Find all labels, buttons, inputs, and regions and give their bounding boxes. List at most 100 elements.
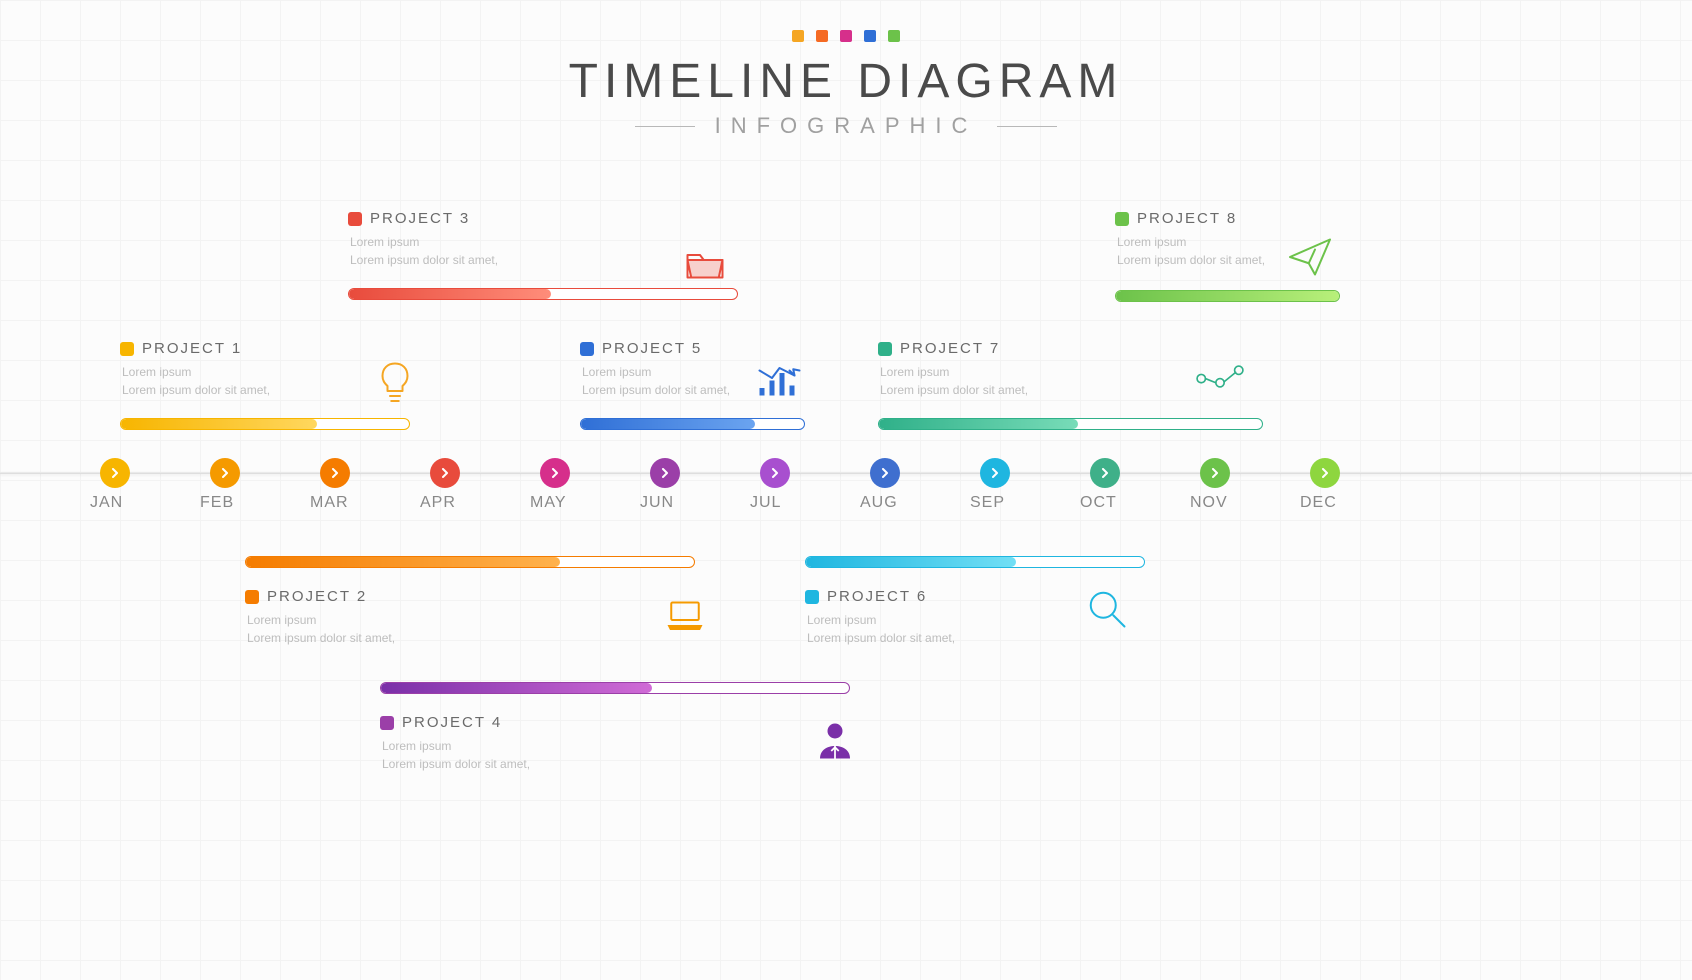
subtitle-text: INFOGRAPHIC [715,113,978,139]
month-label: OCT [1080,494,1117,512]
gantt-bar-fill [879,419,1078,429]
header-swatch [864,30,876,42]
project-subtext: Lorem ipsum [350,233,498,251]
month-label: JUL [750,494,781,512]
subtitle-row: INFOGRAPHIC [0,113,1692,139]
project-label-block: PROJECT 6 Lorem ipsum Lorem ipsum dolor … [805,588,955,647]
project-subtext: Lorem ipsum [382,737,530,755]
gantt-bar [120,418,410,430]
gantt-bar [878,418,1263,430]
month-dot [100,458,130,488]
project-title: PROJECT 1 [142,340,242,357]
bulb-icon [370,356,420,406]
project-subtext: Lorem ipsum dolor sit amet, [350,251,498,269]
month-label: AUG [860,494,898,512]
month-dot [980,458,1010,488]
chevron-right-icon [330,468,340,478]
folder-icon [680,240,730,290]
project-header: PROJECT 3 [348,210,498,227]
month-dot [1200,458,1230,488]
project-title: PROJECT 3 [370,210,470,227]
project-subtext: Lorem ipsum [807,611,955,629]
month-marker: JUN [650,458,680,488]
chevron-right-icon [440,468,450,478]
gantt-bar-fill [806,557,1016,567]
project-header: PROJECT 6 [805,588,955,605]
project-header: PROJECT 7 [878,340,1028,357]
month-marker: APR [430,458,460,488]
project-header: PROJECT 1 [120,340,270,357]
header: TIMELINE DIAGRAM INFOGRAPHIC [0,30,1692,139]
chevron-right-icon [1210,468,1220,478]
month-marker: MAY [540,458,570,488]
header-swatch [888,30,900,42]
paperplane-icon [1285,232,1335,282]
month-dot [210,458,240,488]
project-title: PROJECT 7 [900,340,1000,357]
month-dot [870,458,900,488]
project-color-swatch [348,212,362,226]
month-dot [430,458,460,488]
project-color-swatch [580,342,594,356]
month-label: JUN [640,494,674,512]
gantt-bar [580,418,805,430]
project-label-block: PROJECT 2 Lorem ipsum Lorem ipsum dolor … [245,588,395,647]
project-subtext: Lorem ipsum dolor sit amet, [582,381,730,399]
month-dot [650,458,680,488]
chevron-right-icon [110,468,120,478]
gantt-bar-fill [581,419,755,429]
month-label: FEB [200,494,234,512]
month-marker: OCT [1090,458,1120,488]
project-subtext: Lorem ipsum [880,363,1028,381]
project-label-block: PROJECT 5 Lorem ipsum Lorem ipsum dolor … [580,340,730,399]
project-subtext: Lorem ipsum dolor sit amet, [247,629,395,647]
project-title: PROJECT 5 [602,340,702,357]
header-swatch [816,30,828,42]
project-subtext: Lorem ipsum [247,611,395,629]
project-color-swatch [805,590,819,604]
project-title: PROJECT 8 [1137,210,1237,227]
chevron-right-icon [1320,468,1330,478]
project-title: PROJECT 4 [402,714,502,731]
project-label-block: PROJECT 3 Lorem ipsum Lorem ipsum dolor … [348,210,498,269]
chevron-right-icon [550,468,560,478]
laptop-icon [660,590,710,640]
subtitle-rule-right [997,126,1057,127]
month-label: MAY [530,494,566,512]
month-marker: NOV [1200,458,1230,488]
gantt-bar [245,556,695,568]
chevron-right-icon [990,468,1000,478]
project-label-block: PROJECT 7 Lorem ipsum Lorem ipsum dolor … [878,340,1028,399]
gantt-bar [380,682,850,694]
project-color-swatch [878,342,892,356]
project-label-block: PROJECT 4 Lorem ipsum Lorem ipsum dolor … [380,714,530,773]
month-dot [540,458,570,488]
project-color-swatch [245,590,259,604]
project-label-block: PROJECT 8 Lorem ipsum Lorem ipsum dolor … [1115,210,1265,269]
project-header: PROJECT 5 [580,340,730,357]
project-subtext: Lorem ipsum dolor sit amet, [880,381,1028,399]
project-header: PROJECT 8 [1115,210,1265,227]
chevron-right-icon [880,468,890,478]
month-label: DEC [1300,494,1337,512]
month-marker: FEB [210,458,240,488]
month-dot [1090,458,1120,488]
month-marker: AUG [870,458,900,488]
chevron-right-icon [660,468,670,478]
project-color-swatch [380,716,394,730]
chevron-right-icon [770,468,780,478]
gantt-bar-fill [121,419,317,429]
header-swatches [0,30,1692,42]
month-dot [760,458,790,488]
project-header: PROJECT 4 [380,714,530,731]
gantt-bar-fill [1116,291,1339,301]
month-label: MAR [310,494,349,512]
chart-icon [752,358,802,408]
project-color-swatch [120,342,134,356]
timeline-axis [0,472,1692,474]
month-dot [1310,458,1340,488]
header-swatch [840,30,852,42]
month-label: NOV [1190,494,1228,512]
project-title: PROJECT 2 [267,588,367,605]
gantt-bar [1115,290,1340,302]
